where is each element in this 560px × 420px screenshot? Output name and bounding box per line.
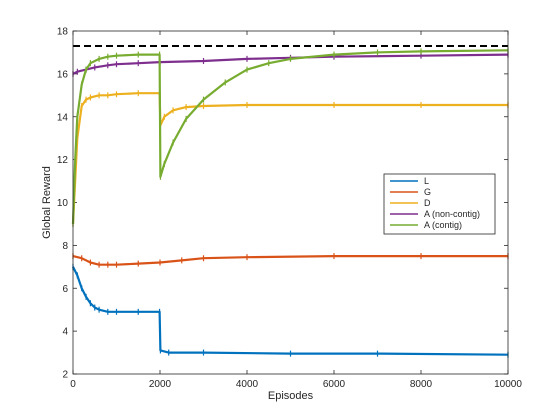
x-tick-label: 10000 (494, 379, 522, 390)
legend-box (383, 173, 496, 235)
x-tick-label: 8000 (410, 379, 433, 390)
series-line-g (72, 255, 508, 266)
plot-border (72, 30, 509, 375)
x-tick-label: 4000 (236, 379, 259, 390)
y-tick-label: 16 (57, 69, 69, 80)
legend-label: A (contig) (424, 220, 462, 230)
legend-label: G (424, 187, 431, 197)
y-tick-label: 18 (57, 27, 69, 38)
y-tick-label: 8 (62, 241, 68, 252)
legend-label: D (424, 198, 431, 208)
legend-label: A (non-contig) (424, 209, 480, 219)
series-line-a-contig (71, 49, 509, 224)
tick-layer: 0 2000 4000 6000 8000 10000 2 4 6 8 10 12 14 16 18 (57, 27, 522, 391)
x-tick-label: 6000 (323, 379, 346, 390)
x-tick-label: 2000 (149, 379, 172, 390)
x-tick-label: 0 (70, 379, 76, 390)
y-tick-label: 4 (62, 327, 68, 338)
x-axis-title: Episodes (268, 390, 314, 402)
series-layer (71, 47, 509, 358)
y-tick-label: 14 (57, 112, 69, 123)
y-tick-label: 10 (57, 198, 69, 209)
y-tick-label: 12 (57, 155, 69, 166)
y-tick-label: 2 (62, 370, 68, 381)
y-axis-title: Global Reward (41, 166, 53, 239)
legend-label: L (424, 176, 429, 186)
y-tick-label: 6 (62, 284, 68, 295)
